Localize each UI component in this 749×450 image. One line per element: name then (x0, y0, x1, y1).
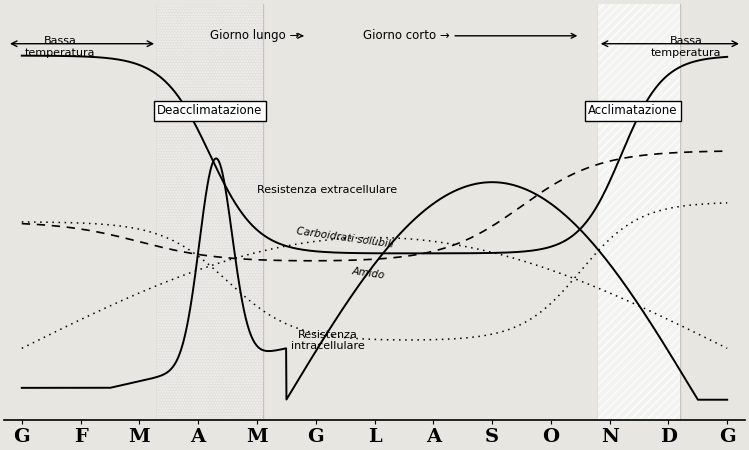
Bar (598, 4, 680, 419)
Text: Deacclimatazione: Deacclimatazione (157, 104, 263, 117)
Text: Carboidrati solubili: Carboidrati solubili (296, 226, 394, 249)
Text: Acclimatazione: Acclimatazione (589, 104, 678, 117)
Bar (598, 4, 680, 419)
Text: Giorno corto →: Giorno corto → (363, 29, 576, 42)
Text: Bassa
temperatura: Bassa temperatura (651, 36, 721, 58)
Text: Resistenza
intracellulare: Resistenza intracellulare (291, 329, 364, 351)
Text: Bassa
temperatura: Bassa temperatura (25, 36, 95, 58)
Text: Giorno lungo →: Giorno lungo → (210, 29, 303, 42)
Text: Amido: Amido (351, 266, 386, 280)
Bar (157, 4, 263, 419)
Bar (157, 4, 263, 419)
Text: Resistenza extracellulare: Resistenza extracellulare (258, 185, 398, 195)
